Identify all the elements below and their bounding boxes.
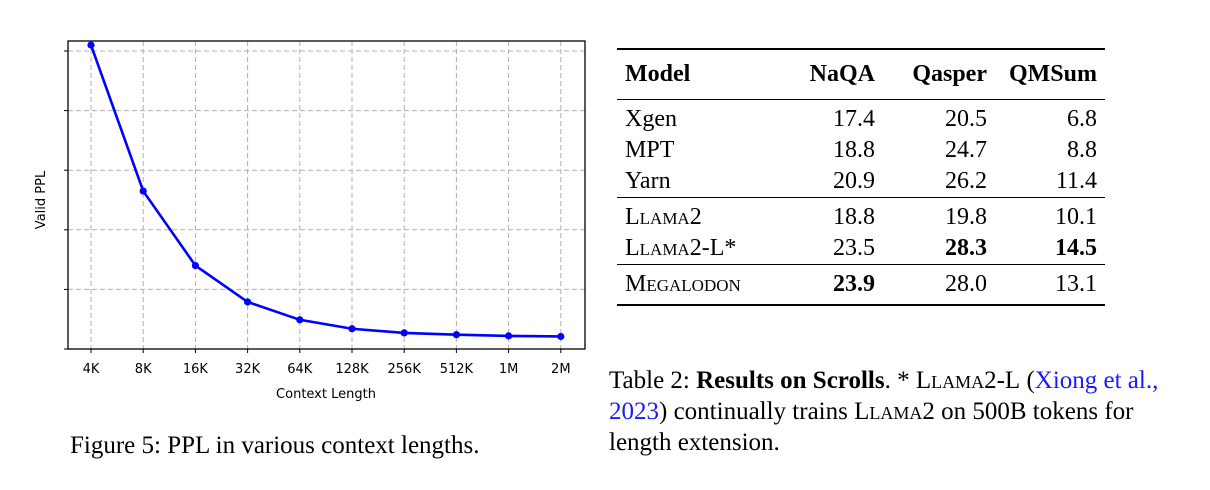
qasper-cell: 20.5 [945,106,987,132]
caption-text: ( [1020,367,1035,394]
chart-grid [68,41,585,349]
x-tick-label: 32K [235,362,261,377]
table-row: Megalodon 23.9 28.0 13.1 [617,264,1105,306]
table-caption: Table 2: Results on Scrolls. * Llama2-L … [609,365,1189,458]
qasper-cell: 28.0 [883,264,995,306]
x-tick-label: 512K [440,362,474,377]
caption-text: on 500B tokens for length extension. [609,398,1134,456]
qmsum-cell: 11.4 [1055,168,1097,194]
ppl-line-chart: 4K 8K 16K 32K 64K 128K 256K 512K 1M 2M Context Le… [34,40,586,402]
qasper-cell: 24.7 [945,137,987,163]
figure-caption: Figure 5: PPL in various context lengths… [70,432,480,459]
ppl-series-markers [87,41,565,341]
model-name-cell: MPT [625,137,675,163]
qmsum-cell: 10.1 [995,197,1105,233]
ppl-series-line [89,44,561,338]
caption-text: ) continually trains [659,398,855,425]
header-qmsum: QMSum [995,48,1105,100]
data-point-marker [296,316,304,324]
header-naqa: NaQA [797,48,883,100]
table-row: Llama2-L* 23.5 28.3 14.5 [617,233,1105,265]
results-table: Model NaQA Qasper QMSum Xgen 17.4 20.5 6.8 M… [617,48,1105,306]
table-row: MPT 18.8 24.7 8.8 [617,135,1105,166]
data-point-marker [87,41,95,49]
table-row: Yarn 20.9 26.2 11.4 [617,166,1105,198]
x-tick-label: 8K [135,362,152,377]
x-tick-label: 128K [335,362,369,377]
table-caption-label: Table 2: [609,367,690,394]
citation-link[interactable]: Xiong et al., 2023 [609,367,1159,425]
qasper-cell: 28.3 [945,235,987,261]
data-point-marker [557,332,565,341]
x-tick-label: 1M [499,362,519,377]
model-name-cell: Llama2-L* [625,235,737,261]
data-point-marker [505,332,513,340]
y-axis-label: Valid PPL [34,170,49,229]
qasper-cell: 19.8 [883,197,995,233]
naqa-cell: 18.8 [833,137,875,163]
qasper-cell: 26.2 [945,168,987,194]
model-name-cell: Megalodon [617,264,797,306]
data-point-marker [452,331,460,339]
x-tick-label: 4K [83,362,100,377]
table-row: Llama2 18.8 19.8 10.1 [617,197,1105,233]
x-tick-label: 256K [388,362,422,377]
plot-frame [67,40,586,350]
table-header-row: Model NaQA Qasper QMSum [617,48,1105,100]
model-name-cell: Llama2 [617,197,797,233]
x-tick-label: 16K [183,362,209,377]
header-qasper: Qasper [883,48,995,100]
naqa-cell: 23.9 [797,264,883,306]
data-point-marker [139,187,147,195]
qmsum-cell: 13.1 [995,264,1105,306]
caption-model-name: Llama2-L [915,367,1021,394]
table-body: Xgen 17.4 20.5 6.8 MPT 18.8 24.7 8.8 Yarn 20.9 26.… [617,100,1105,306]
table-row: Xgen 17.4 20.5 6.8 [617,100,1105,136]
naqa-cell: 17.4 [833,106,875,132]
x-tick-label: 2M [551,362,571,377]
naqa-cell: 23.5 [833,235,875,261]
header-model: Model [617,48,797,100]
table-caption-title: Results on Scrolls [696,367,885,394]
data-point-marker [191,261,199,270]
x-axis-label: Context Length [276,387,376,402]
y-ticks [64,50,68,350]
qmsum-cell: 8.8 [1067,137,1097,163]
model-name-cell: Xgen [625,106,677,132]
qmsum-cell: 14.5 [1055,235,1097,261]
caption-text: . * [884,367,916,394]
naqa-cell: 18.8 [797,197,883,233]
qmsum-cell: 6.8 [1067,106,1097,132]
data-point-marker [348,325,356,333]
data-point-marker [244,298,252,306]
data-point-marker [400,329,408,337]
x-ticks: 4K 8K 16K 32K 64K 128K 256K 512K 1M 2M [83,349,571,377]
x-tick-label: 64K [287,362,313,377]
caption-model-name: Llama2 [854,398,935,425]
naqa-cell: 20.9 [833,168,875,194]
model-name-cell: Yarn [625,168,671,194]
